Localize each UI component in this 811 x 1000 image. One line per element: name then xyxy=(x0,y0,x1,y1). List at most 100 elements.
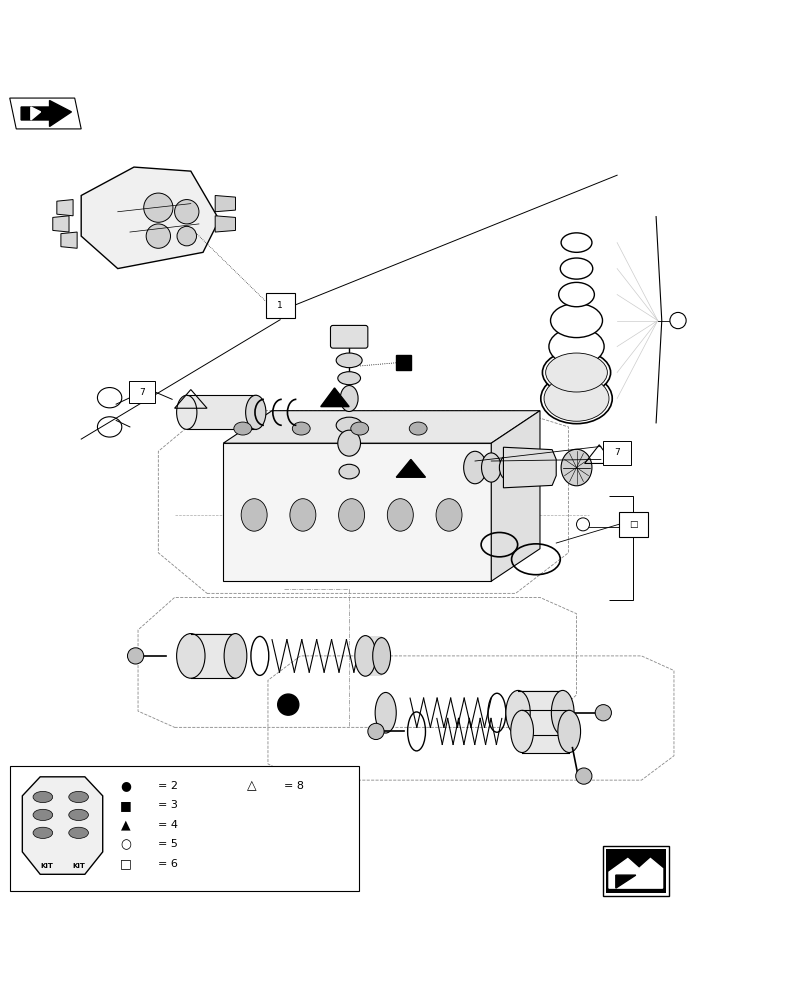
Polygon shape xyxy=(81,167,219,269)
Circle shape xyxy=(174,200,199,224)
Text: △: △ xyxy=(247,779,256,792)
Ellipse shape xyxy=(510,710,533,753)
Ellipse shape xyxy=(336,417,362,433)
Ellipse shape xyxy=(543,376,608,421)
Circle shape xyxy=(127,648,144,664)
Circle shape xyxy=(594,705,611,721)
Ellipse shape xyxy=(290,499,315,531)
Ellipse shape xyxy=(481,453,500,482)
Bar xyxy=(605,849,665,893)
Ellipse shape xyxy=(337,430,360,456)
Ellipse shape xyxy=(505,690,530,735)
Text: = 2: = 2 xyxy=(158,781,178,791)
Polygon shape xyxy=(215,216,235,232)
Bar xyxy=(517,690,562,735)
Ellipse shape xyxy=(69,827,88,838)
Bar xyxy=(603,441,630,465)
Ellipse shape xyxy=(515,455,531,480)
Polygon shape xyxy=(615,875,635,888)
Bar xyxy=(191,633,235,678)
Ellipse shape xyxy=(387,499,413,531)
Ellipse shape xyxy=(560,449,591,486)
Ellipse shape xyxy=(542,351,610,394)
Circle shape xyxy=(576,518,589,531)
Bar xyxy=(602,846,668,896)
Polygon shape xyxy=(10,98,81,129)
Bar xyxy=(365,636,381,676)
Bar xyxy=(10,766,358,891)
Ellipse shape xyxy=(463,451,486,484)
Polygon shape xyxy=(223,443,491,581)
Circle shape xyxy=(177,226,196,246)
Ellipse shape xyxy=(69,791,88,803)
Polygon shape xyxy=(396,459,425,477)
Circle shape xyxy=(277,694,298,715)
Polygon shape xyxy=(21,100,71,126)
Bar xyxy=(396,355,410,370)
FancyBboxPatch shape xyxy=(330,325,367,348)
Ellipse shape xyxy=(436,499,461,531)
Ellipse shape xyxy=(545,353,607,392)
Ellipse shape xyxy=(292,422,310,435)
Circle shape xyxy=(144,193,173,222)
Ellipse shape xyxy=(409,422,427,435)
Polygon shape xyxy=(53,216,69,232)
Circle shape xyxy=(575,768,591,784)
Ellipse shape xyxy=(33,809,53,821)
Ellipse shape xyxy=(499,455,515,480)
Ellipse shape xyxy=(241,499,267,531)
Ellipse shape xyxy=(540,373,611,424)
Bar xyxy=(521,710,569,753)
Text: = 3: = 3 xyxy=(158,800,178,810)
Ellipse shape xyxy=(560,258,592,279)
Circle shape xyxy=(367,723,384,740)
Ellipse shape xyxy=(354,636,375,676)
Polygon shape xyxy=(503,447,556,488)
Text: KIT: KIT xyxy=(72,863,85,869)
Text: = 6: = 6 xyxy=(158,859,178,869)
Ellipse shape xyxy=(340,386,358,411)
Ellipse shape xyxy=(336,353,362,368)
Ellipse shape xyxy=(337,372,360,385)
Ellipse shape xyxy=(548,328,603,365)
Polygon shape xyxy=(215,196,235,212)
Ellipse shape xyxy=(245,395,266,429)
Ellipse shape xyxy=(224,634,247,678)
Ellipse shape xyxy=(372,638,390,674)
Ellipse shape xyxy=(339,464,358,479)
Circle shape xyxy=(669,312,685,329)
Text: = 4: = 4 xyxy=(158,820,178,830)
Text: 1: 1 xyxy=(277,301,283,310)
Text: 7: 7 xyxy=(613,448,620,457)
Text: □: □ xyxy=(120,857,131,870)
Ellipse shape xyxy=(558,282,594,307)
Text: = 8: = 8 xyxy=(284,781,304,791)
Text: ●: ● xyxy=(120,779,131,792)
Bar xyxy=(265,293,294,318)
Polygon shape xyxy=(320,388,349,407)
Text: KIT: KIT xyxy=(40,863,53,869)
Polygon shape xyxy=(608,858,662,888)
Bar xyxy=(618,512,647,537)
Bar xyxy=(129,381,155,403)
Ellipse shape xyxy=(234,422,251,435)
Polygon shape xyxy=(223,411,539,443)
Bar xyxy=(187,395,255,429)
Ellipse shape xyxy=(550,303,602,338)
Polygon shape xyxy=(23,777,102,874)
Ellipse shape xyxy=(69,809,88,821)
Ellipse shape xyxy=(557,710,580,753)
Ellipse shape xyxy=(33,827,53,838)
Text: ■: ■ xyxy=(120,799,131,812)
Polygon shape xyxy=(491,411,539,581)
Circle shape xyxy=(146,224,170,248)
Ellipse shape xyxy=(551,690,573,735)
Ellipse shape xyxy=(177,634,204,678)
Ellipse shape xyxy=(350,422,368,435)
Text: □: □ xyxy=(629,520,637,529)
Ellipse shape xyxy=(560,233,591,252)
Ellipse shape xyxy=(375,692,396,733)
Ellipse shape xyxy=(33,791,53,803)
Text: ▲: ▲ xyxy=(121,818,131,831)
Text: 7: 7 xyxy=(139,388,145,397)
